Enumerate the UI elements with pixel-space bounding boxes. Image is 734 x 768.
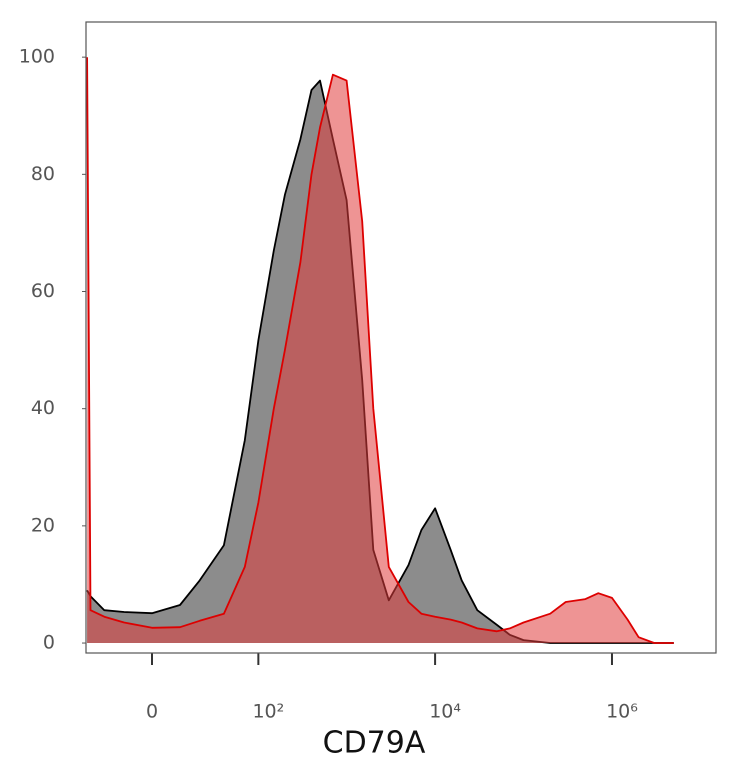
y-tick-label: 40 [31,397,55,419]
y-tick-label: 20 [31,514,55,536]
y-tick-label: 60 [31,280,55,302]
area-edge [86,57,674,644]
y-tick-label: 0 [43,632,55,654]
y-tick-label: 100 [19,46,55,68]
y-tick-label: 80 [31,163,55,185]
x-tick-label: 10⁴ [429,701,461,723]
x-tick-label: 0 [146,701,158,723]
area-fill [87,57,674,644]
x-axis-label: CD79A [323,726,426,761]
x-tick-label: 10² [252,701,284,723]
x-tick-label: 10⁶ [606,701,638,723]
plot-frame [85,21,717,654]
area-fill [87,80,674,644]
